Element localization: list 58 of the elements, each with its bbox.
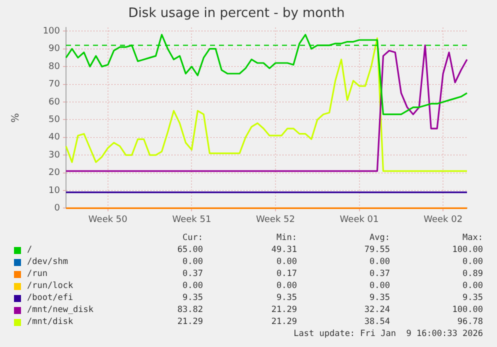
text: 38.54 xyxy=(363,316,390,328)
x-tick-label: Week 52 xyxy=(256,214,295,225)
text: Avg: xyxy=(368,232,390,244)
legend-label: /run xyxy=(27,268,48,280)
text: 0.00 xyxy=(368,280,390,292)
y-tick-label: 70 xyxy=(48,80,60,90)
text: Last update: Fri Jan 9 16:00:33 2026 xyxy=(292,328,483,340)
text: 65.00 xyxy=(176,244,203,256)
text: 9.35 xyxy=(462,292,483,304)
x-tick-label: Week 02 xyxy=(424,214,463,225)
text: 100.00 xyxy=(451,304,483,316)
text: 0.37 xyxy=(368,268,390,280)
text: 21.29 xyxy=(270,316,297,328)
chart-title: Disk usage in percent - by month xyxy=(128,6,345,22)
text: 21.29 xyxy=(270,304,297,316)
text: 0.00 xyxy=(276,280,297,292)
legend-label: /boot/efi xyxy=(27,292,74,304)
text: 32.24 xyxy=(363,304,390,316)
text: 0.00 xyxy=(182,280,203,292)
text: 100.00 xyxy=(451,244,483,256)
text: 21.29 xyxy=(176,316,203,328)
y-tick-label: 40 xyxy=(48,132,60,143)
text: 79.55 xyxy=(363,244,390,256)
x-tick-label: Week 01 xyxy=(340,214,379,225)
y-tick-label: 10 xyxy=(48,186,60,196)
text: 83.82 xyxy=(176,304,203,316)
text: 9.35 xyxy=(276,292,297,304)
text: 49.31 xyxy=(270,244,297,256)
text: Max: xyxy=(462,232,483,244)
text: 96.78 xyxy=(456,316,483,328)
legend-label: /dev/shm xyxy=(27,256,68,268)
text: 9.35 xyxy=(368,292,390,304)
text: 9.35 xyxy=(182,292,203,304)
text: Min: xyxy=(276,232,297,244)
legend-label: /mnt/new_disk xyxy=(27,304,94,316)
legend-label: / xyxy=(27,244,32,256)
text: 0.00 xyxy=(276,256,297,268)
text: 0.00 xyxy=(462,256,483,268)
legend-label: /mnt/disk xyxy=(27,316,74,328)
y-tick-label: 0 xyxy=(54,204,60,214)
y-tick-label: 90 xyxy=(48,44,60,54)
text: 0.89 xyxy=(462,268,483,280)
y-tick-label: 60 xyxy=(48,97,60,108)
y-tick-label: 20 xyxy=(48,168,60,178)
x-tick-label: Week 50 xyxy=(88,214,128,225)
y-tick-label: 100 xyxy=(42,26,60,36)
text: 0.37 xyxy=(182,268,203,280)
x-tick-label: Week 51 xyxy=(172,214,212,225)
y-tick-label: 50 xyxy=(48,115,60,126)
text: 0.17 xyxy=(276,268,297,280)
text: 0.00 xyxy=(462,280,483,292)
y-tick-label: 80 xyxy=(48,62,60,72)
legend-label: /run/lock xyxy=(27,280,74,292)
text: 0.00 xyxy=(368,256,390,268)
y-tick-label: 30 xyxy=(48,150,60,160)
text: 0.00 xyxy=(182,256,203,268)
y-axis-title: % xyxy=(10,113,22,123)
text: Cur: xyxy=(182,232,203,244)
